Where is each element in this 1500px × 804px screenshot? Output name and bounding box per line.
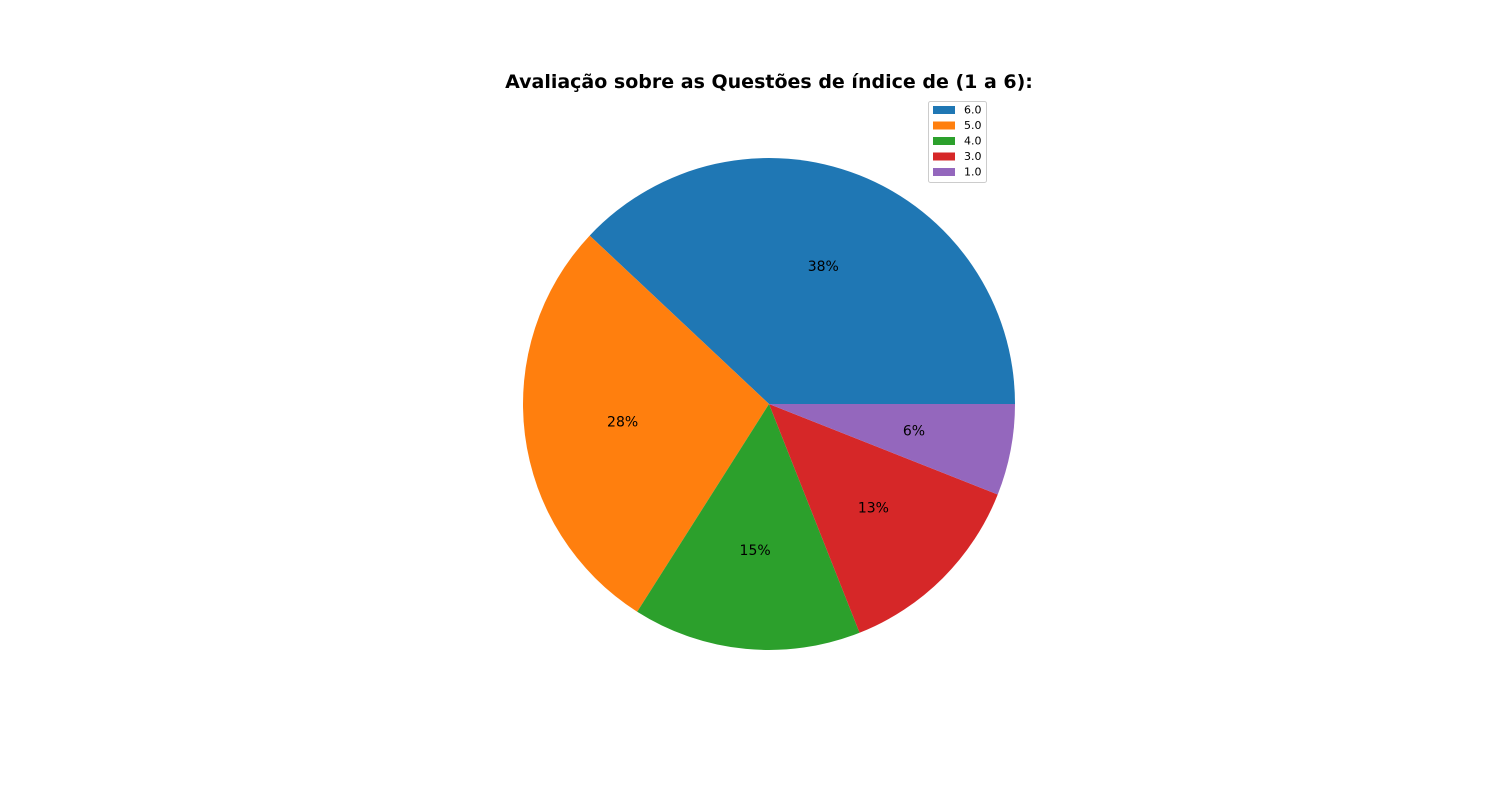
pie-slice-4-0	[637, 404, 860, 651]
pie-percent-label-3-0: 13%	[858, 500, 889, 516]
legend: 6.0 5.0 4.0 3.0 1.0	[928, 101, 987, 183]
pie-percent-label-4-0: 15%	[740, 543, 771, 559]
legend-label-1-0: 1.0	[964, 166, 982, 179]
pie-slice-1-0	[769, 404, 1015, 495]
chart-title: Avaliação sobre as Questões de índice de…	[505, 71, 1033, 93]
pie-percent-label-1-0: 6%	[903, 424, 925, 440]
pie-slice-5-0	[523, 235, 769, 612]
pie-percent-labels: 38% 28% 15% 13% 6%	[607, 259, 925, 559]
legend-swatch-3-0	[933, 152, 955, 161]
legend-label-5-0: 5.0	[964, 119, 982, 132]
legend-label-3-0: 3.0	[964, 150, 982, 163]
legend-label-4-0: 4.0	[964, 135, 982, 148]
legend-swatch-5-0	[933, 121, 955, 130]
pie-slice-6-0	[589, 157, 1015, 404]
pie-percent-label-6-0: 38%	[808, 259, 839, 275]
pie-slice-3-0	[769, 404, 998, 633]
legend-swatch-6-0	[933, 106, 955, 114]
legend-swatch-1-0	[933, 168, 955, 176]
pie-percent-label-5-0: 28%	[607, 415, 638, 431]
legend-label-6-0: 6.0	[964, 104, 982, 117]
pie-slices	[523, 157, 1015, 651]
legend-swatch-4-0	[933, 137, 955, 145]
